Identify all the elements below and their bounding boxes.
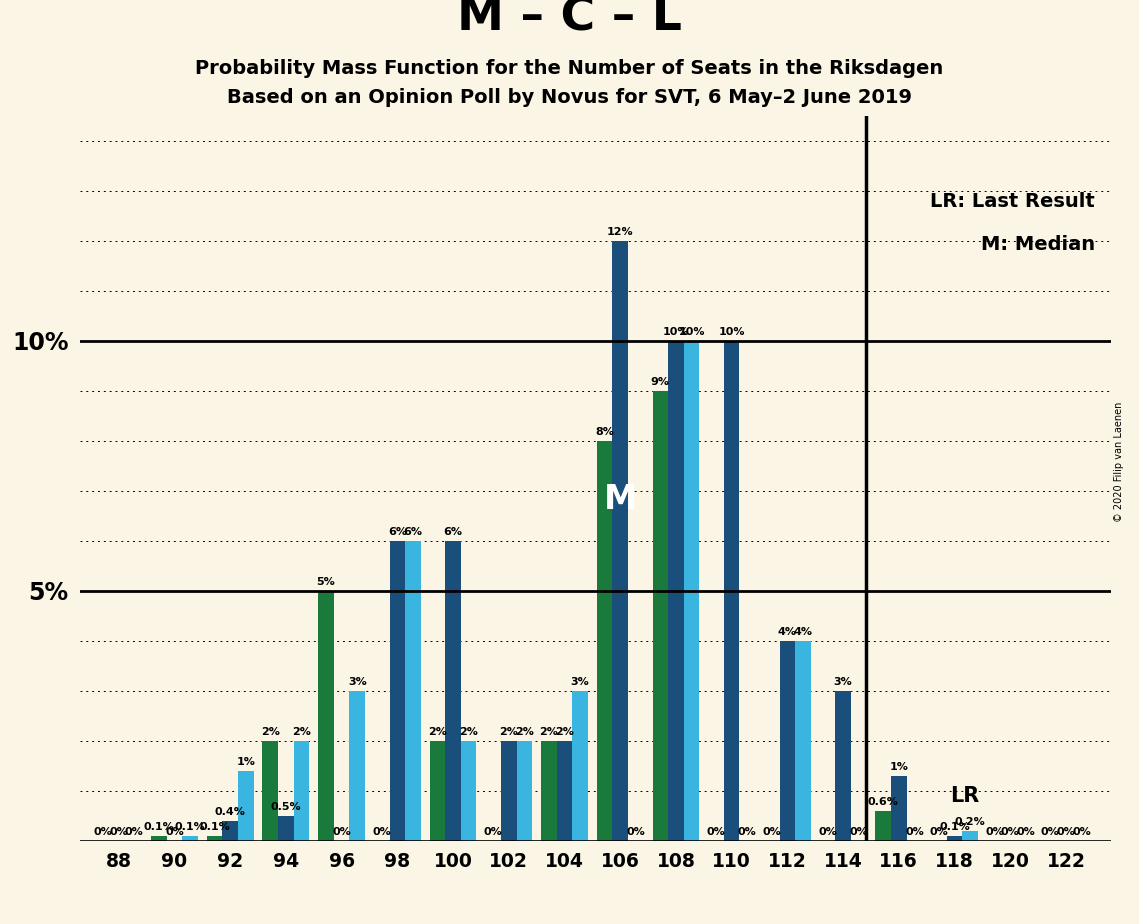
Text: 2%: 2% (428, 727, 446, 736)
Text: 2%: 2% (459, 727, 478, 736)
Text: 1%: 1% (890, 761, 908, 772)
Text: 4%: 4% (778, 626, 797, 637)
Bar (653, 391, 669, 841)
Text: 2%: 2% (515, 727, 534, 736)
Bar (182, 836, 198, 841)
Bar (795, 640, 811, 841)
Bar (947, 836, 962, 841)
Bar (461, 741, 476, 841)
Text: 0%: 0% (372, 827, 391, 837)
Text: 0.1%: 0.1% (199, 821, 230, 832)
Bar (501, 741, 517, 841)
Text: 0.2%: 0.2% (954, 817, 985, 827)
Text: 1%: 1% (236, 757, 255, 767)
Bar (222, 821, 238, 841)
Text: 0.1%: 0.1% (940, 821, 970, 832)
Text: 0%: 0% (1001, 827, 1019, 837)
Text: 0%: 0% (93, 827, 113, 837)
Bar (683, 341, 699, 841)
Text: 0.4%: 0.4% (215, 807, 246, 817)
Text: 6%: 6% (403, 527, 423, 537)
Text: 0.6%: 0.6% (868, 796, 899, 807)
Text: 10%: 10% (719, 326, 745, 336)
Text: 5%: 5% (317, 577, 335, 587)
Bar (238, 771, 254, 841)
Text: 3%: 3% (571, 676, 590, 687)
Text: 0%: 0% (985, 827, 1003, 837)
Bar (779, 640, 795, 841)
Text: LR: Last Result: LR: Last Result (931, 191, 1095, 211)
Text: 0%: 0% (333, 827, 351, 837)
Bar (517, 741, 532, 841)
Text: 0%: 0% (1057, 827, 1075, 837)
Bar (262, 741, 278, 841)
Bar (445, 541, 461, 841)
Text: 9%: 9% (650, 377, 670, 386)
Text: 0%: 0% (738, 827, 756, 837)
Text: 6%: 6% (443, 527, 462, 537)
Text: 0%: 0% (929, 827, 949, 837)
Text: 0%: 0% (762, 827, 781, 837)
Bar (541, 741, 557, 841)
Text: 3%: 3% (834, 676, 852, 687)
Text: 0%: 0% (125, 827, 144, 837)
Bar (835, 691, 851, 841)
Bar (207, 836, 222, 841)
Text: 2%: 2% (292, 727, 311, 736)
Bar (390, 541, 405, 841)
Text: 2%: 2% (540, 727, 558, 736)
Bar (294, 741, 310, 841)
Text: 2%: 2% (499, 727, 518, 736)
Text: 4%: 4% (794, 626, 812, 637)
Text: 6%: 6% (387, 527, 407, 537)
Text: M – C – L: M – C – L (457, 0, 682, 41)
Bar (891, 776, 907, 841)
Text: 0%: 0% (706, 827, 726, 837)
Text: 0%: 0% (109, 827, 128, 837)
Text: 8%: 8% (596, 427, 614, 437)
Text: 10%: 10% (678, 326, 705, 336)
Bar (557, 741, 572, 841)
Text: 0.1%: 0.1% (174, 821, 205, 832)
Text: LR: LR (950, 785, 980, 806)
Text: M: M (604, 482, 637, 516)
Bar (429, 741, 445, 841)
Bar (613, 240, 628, 841)
Text: 10%: 10% (663, 326, 689, 336)
Bar (350, 691, 364, 841)
Text: 0%: 0% (1072, 827, 1091, 837)
Text: 0.5%: 0.5% (271, 802, 301, 812)
Bar (597, 441, 613, 841)
Text: Probability Mass Function for the Number of Seats in the Riksdagen: Probability Mass Function for the Number… (196, 59, 943, 78)
Text: 0%: 0% (484, 827, 502, 837)
Bar (962, 831, 978, 841)
Text: 2%: 2% (261, 727, 280, 736)
Text: 0%: 0% (626, 827, 645, 837)
Bar (278, 816, 294, 841)
Text: 3%: 3% (347, 676, 367, 687)
Text: © 2020 Filip van Laenen: © 2020 Filip van Laenen (1114, 402, 1124, 522)
Text: Based on an Opinion Poll by Novus for SVT, 6 May–2 June 2019: Based on an Opinion Poll by Novus for SV… (227, 89, 912, 107)
Bar (724, 341, 739, 841)
Text: 0%: 0% (1016, 827, 1035, 837)
Text: M: Median: M: Median (981, 236, 1095, 254)
Text: 0%: 0% (1041, 827, 1059, 837)
Text: 2%: 2% (555, 727, 574, 736)
Bar (572, 691, 588, 841)
Text: 0.1%: 0.1% (144, 821, 174, 832)
Bar (151, 836, 166, 841)
Bar (405, 541, 420, 841)
Text: 0%: 0% (850, 827, 868, 837)
Text: 0%: 0% (818, 827, 837, 837)
Text: 0%: 0% (906, 827, 924, 837)
Bar (318, 590, 334, 841)
Text: 0%: 0% (165, 827, 183, 837)
Bar (669, 341, 683, 841)
Bar (876, 811, 891, 841)
Text: 12%: 12% (607, 226, 633, 237)
